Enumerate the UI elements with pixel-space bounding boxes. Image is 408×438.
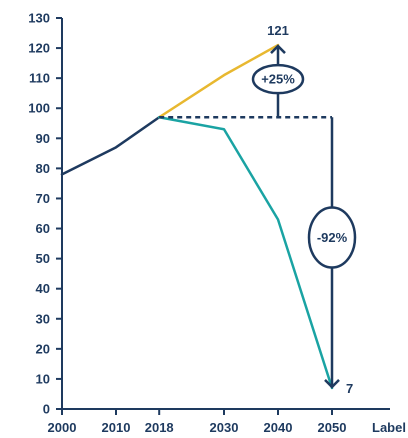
decrease-badge-text: -92% xyxy=(317,230,348,245)
y-tick-label: 60 xyxy=(36,221,50,236)
series-line-2 xyxy=(157,116,334,390)
y-tick-label: 130 xyxy=(28,11,50,26)
series-line-1 xyxy=(157,43,280,119)
x-tick-label: 2000 xyxy=(48,420,77,435)
series-group xyxy=(60,43,334,390)
x-tick-label: 2010 xyxy=(102,420,131,435)
y-ticks: 0 10 20 30 40 50 60 70 80 90 100 110 120 130 xyxy=(28,11,62,417)
decrease-arrow: -92% xyxy=(307,117,357,389)
x-tick-label: 2018 xyxy=(145,420,174,435)
value-label-121: 121 xyxy=(267,23,289,38)
increase-arrow-head xyxy=(270,44,286,54)
y-tick-label: 110 xyxy=(29,71,50,86)
y-tick-label: 70 xyxy=(36,191,50,206)
y-tick-label: 10 xyxy=(36,371,50,386)
decrease-badge xyxy=(307,206,357,269)
y-tick-label: 80 xyxy=(36,161,50,176)
y-tick-label: 0 xyxy=(43,402,50,417)
value-label-7: 7 xyxy=(346,381,353,396)
increase-arrow: +25% xyxy=(251,44,305,118)
y-tick-label: 50 xyxy=(36,251,50,266)
y-tick-label: 20 xyxy=(36,341,50,356)
y-tick-label: 100 xyxy=(28,101,50,116)
y-tick-label: 40 xyxy=(36,281,50,296)
x-tick-label: 2040 xyxy=(264,420,293,435)
y-tick-label: 90 xyxy=(36,131,50,146)
decrease-arrow-head xyxy=(324,379,340,389)
y-tick-label: 30 xyxy=(36,311,50,326)
increase-badge-text: +25% xyxy=(261,72,295,87)
series-line-0 xyxy=(60,116,161,176)
increase-badge xyxy=(251,63,305,95)
x-tick-label: 2050 xyxy=(318,420,347,435)
x-tick-label: 2030 xyxy=(210,420,239,435)
y-tick-label: 120 xyxy=(28,41,50,56)
x-axis-label: Label xyxy=(372,420,406,435)
x-ticks: 2000 2010 2018 2030 2040 2050 xyxy=(48,409,347,435)
